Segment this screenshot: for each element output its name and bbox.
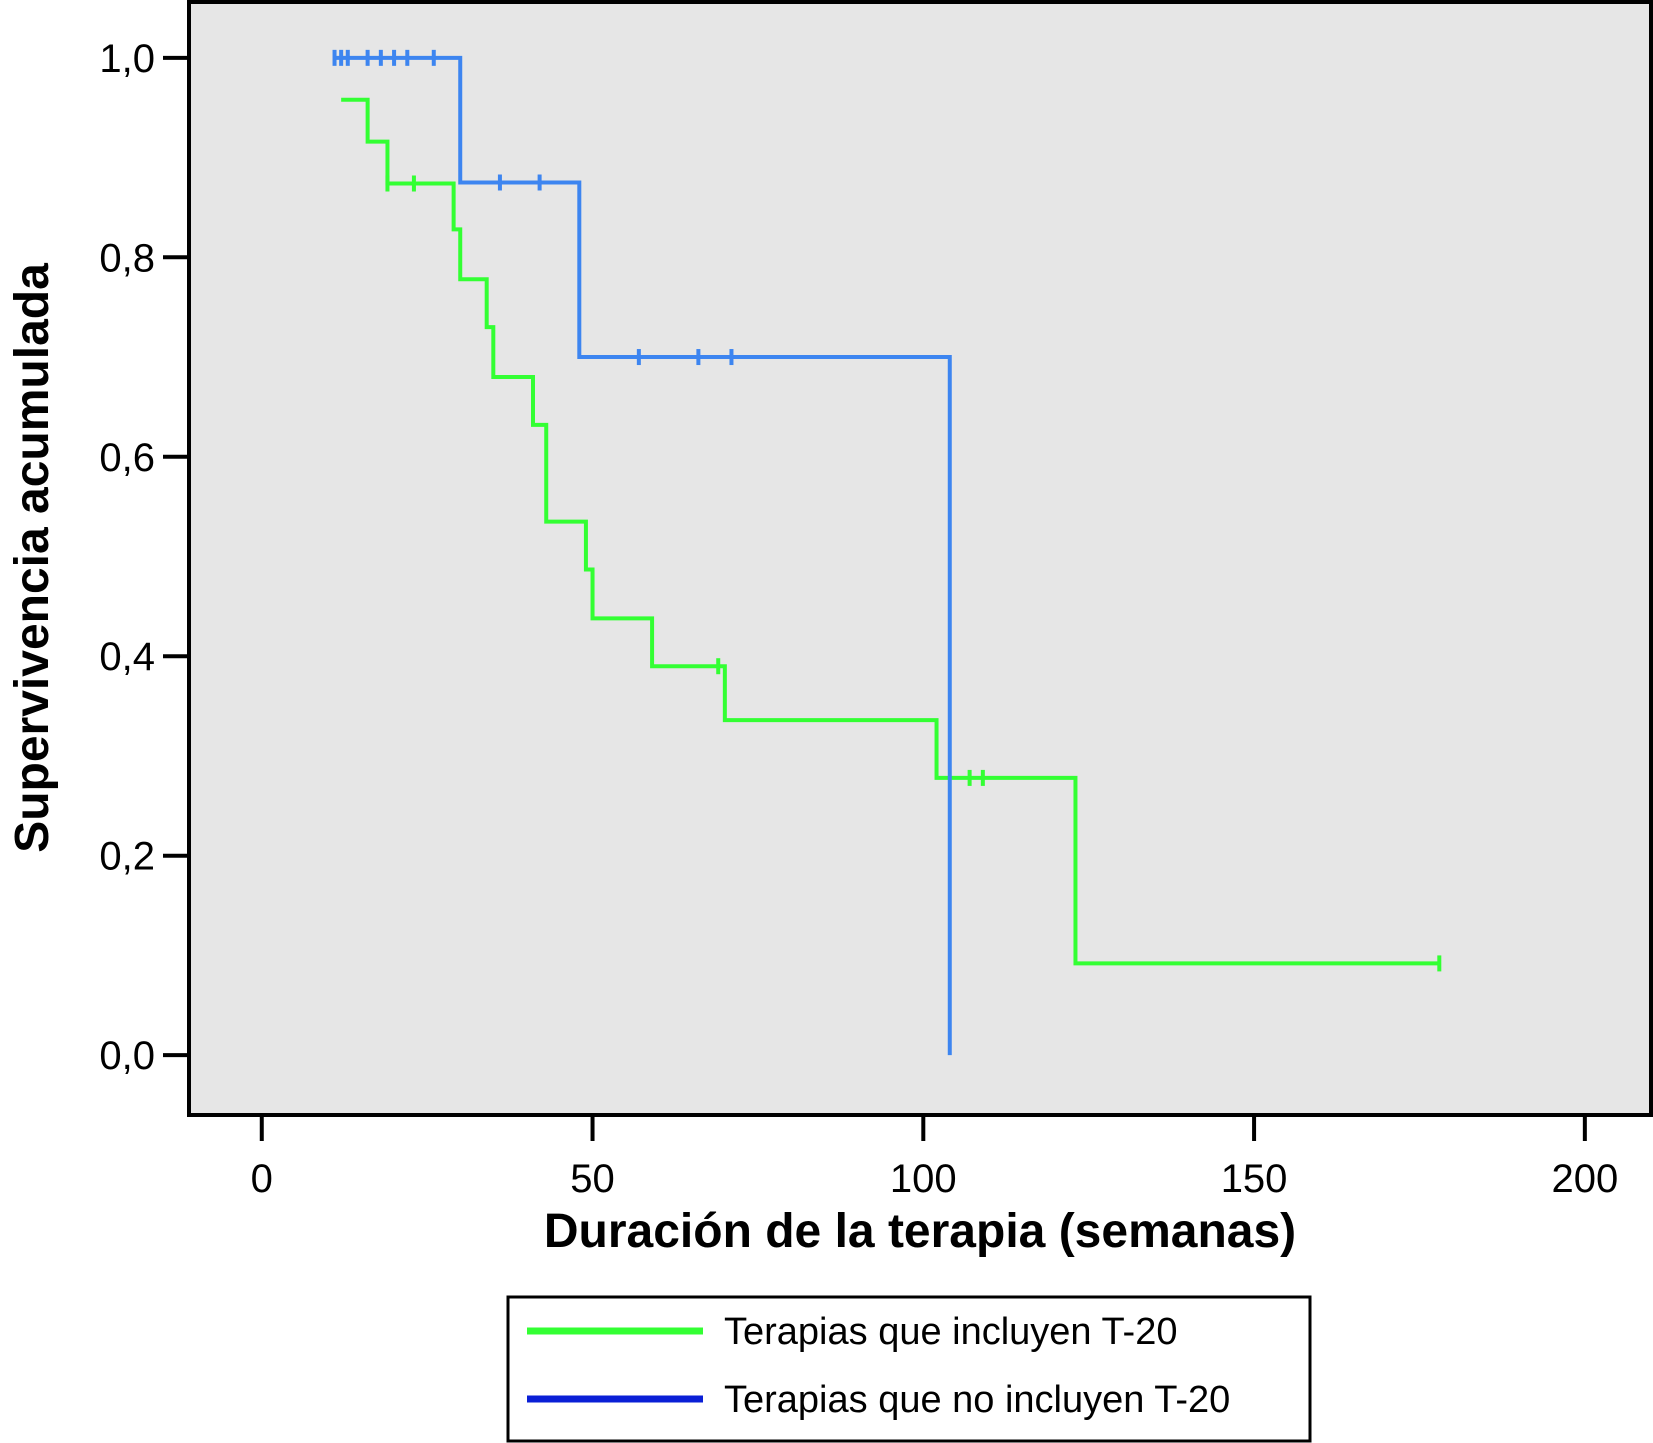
series-line-1 — [334, 55, 952, 1056]
y-tick-label: 0,0 — [99, 1034, 155, 1078]
y-axis: 0,0 0,2 0,4 0,6 0,8 1,0 — [99, 37, 189, 1078]
x-tick-label: 100 — [890, 1157, 957, 1201]
legend-box — [506, 1295, 1312, 1443]
plot-area — [187, 0, 1653, 1117]
series-line-0 — [341, 97, 1440, 966]
y-tick-label: 0,2 — [99, 835, 155, 879]
y-tick-label: 1,0 — [99, 37, 155, 81]
x-axis: 0 50 100 150 200 — [251, 1115, 1618, 1201]
y-tick-label: 0,8 — [99, 236, 155, 280]
x-axis-title: Duración de la terapia (semanas) — [544, 1205, 1296, 1258]
x-tick-label: 200 — [1551, 1157, 1618, 1201]
y-axis-title: Supervivencia acumulada — [6, 263, 59, 853]
y-tick-label: 0,4 — [99, 635, 155, 679]
y-tick-label: 0,6 — [99, 436, 155, 480]
legend: Terapias que incluyen T-20 Terapias que … — [506, 1295, 1312, 1443]
x-tick-label: 150 — [1221, 1157, 1288, 1201]
x-tick-label: 50 — [570, 1157, 615, 1201]
legend-label-no-t20: Terapias que no incluyen T-20 — [724, 1379, 1230, 1421]
x-tick-label: 0 — [251, 1157, 273, 1201]
legend-label-t20: Terapias que incluyen T-20 — [724, 1311, 1177, 1353]
series-layer — [332, 49, 1442, 1056]
